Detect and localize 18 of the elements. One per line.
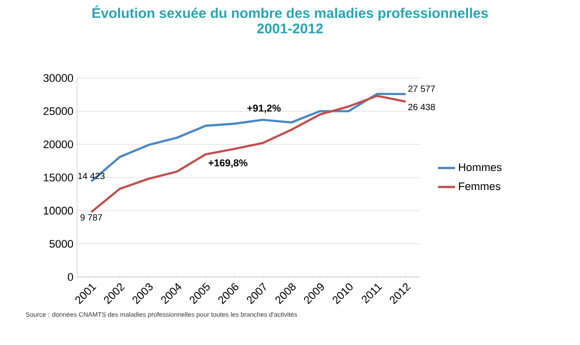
data-label: 27 577 [408,86,435,92]
data-label: 26 438 [408,104,435,110]
data-label: 9 787 [80,214,102,221]
y-tick-label: 25000 [44,107,74,116]
annotation: +169,8% [208,159,248,168]
annotation: +91,2% [247,104,281,114]
y-tick-label: 10000 [44,206,74,215]
chart-subtitle: 2001-2012 [257,24,323,34]
y-tick-label: 0 [68,273,74,281]
chart-title: Évolution sexuée du nombre des maladies professionnelles [92,6,488,21]
y-tick-label: 20000 [44,140,74,148]
line-series [90,94,407,214]
y-tick-label: 30000 [43,74,74,82]
line-series [90,92,407,182]
y-tick-label: 5000 [50,240,74,248]
legend-label: Hommes [459,163,502,172]
y-tick-label: 15000 [44,174,74,182]
legend-label: Femmes [459,182,500,190]
